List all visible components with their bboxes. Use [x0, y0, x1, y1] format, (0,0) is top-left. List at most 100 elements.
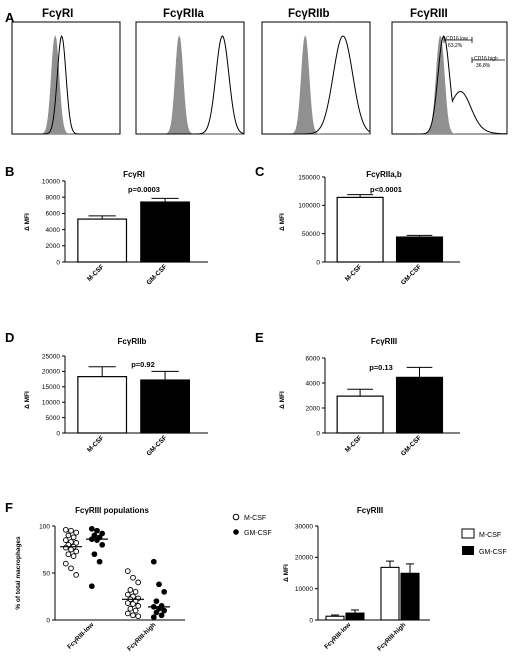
scatter-point-mcsf: [132, 607, 139, 614]
panel-letter-e: E: [255, 330, 264, 345]
ylabel-f2: Δ MFI: [283, 564, 290, 582]
gate-label-cd16-low: CD16 low: [446, 36, 468, 42]
scatter-point-gmcsf: [150, 614, 157, 621]
y-tick-label: 15000: [42, 384, 60, 391]
y-tick-label: 5000: [46, 415, 61, 422]
chart-title-f2: FcγRIII: [357, 506, 383, 515]
y-tick-label: 100: [39, 523, 50, 530]
legend-filled-circle-marker: [233, 529, 239, 535]
y-tick-label: 0: [316, 259, 320, 266]
pvalue-b: p=0.0003: [128, 185, 160, 194]
y-tick-label: 150000: [298, 174, 320, 181]
y-tick-label: 0: [56, 259, 60, 266]
y-tick-label: 20000: [42, 369, 60, 376]
legend-scatter: M-CSF GM-CSF: [232, 513, 272, 537]
y-tick-label: 100000: [298, 203, 320, 210]
category-label: FcγRIII-low: [66, 621, 96, 651]
scatter-point-mcsf: [62, 560, 69, 567]
category-label: FcγRIII-high: [376, 621, 407, 652]
y-tick-label: 0: [309, 617, 313, 624]
bar-m-csf: [336, 395, 384, 434]
bar-gm-csf: [140, 201, 191, 263]
scatter-point-mcsf: [124, 591, 131, 598]
stained-histogram: [392, 35, 508, 135]
scatter-point-mcsf: [68, 546, 74, 553]
scatter-point-mcsf: [62, 544, 69, 551]
bar-m-csf: [77, 376, 128, 434]
y-tick-label: 0: [46, 617, 50, 624]
ylabel-c: Δ MFI: [279, 213, 286, 231]
histogram-2: [135, 21, 245, 135]
bar-chart-D: 0 5000 10000 15000 20000 25000 M-CSF GM-CSF: [42, 353, 208, 458]
isotype-histogram: [392, 35, 507, 135]
y-tick-label: 4000: [46, 227, 61, 234]
scatter-point-gmcsf: [99, 530, 106, 537]
category-label: M-CSF: [344, 263, 364, 283]
scatter-point-mcsf: [132, 588, 139, 595]
scatter-point-mcsf: [135, 613, 142, 620]
hist-title-fcgriib: FcγRIIb: [288, 8, 330, 20]
y-tick-label: 8000: [46, 195, 61, 202]
hist-title-fcgriia: FcγRIIa: [163, 8, 205, 20]
scatter-point-mcsf: [73, 548, 80, 555]
hist-title-fcgri: FcγRI: [42, 8, 73, 20]
scatter-point-gmcsf: [91, 532, 98, 539]
legend-black-swatch: [462, 546, 474, 555]
histogram-4: [391, 21, 508, 135]
panel-letter-d: D: [5, 330, 14, 345]
scatter-point-mcsf: [130, 601, 136, 607]
scatter-point-gmcsf: [88, 525, 95, 532]
y-tick-label: 30000: [295, 523, 313, 530]
panel-letter-b: B: [5, 164, 14, 179]
chart-title-d: FcγRIIb: [118, 337, 147, 346]
scatter-point-gmcsf: [88, 583, 95, 590]
y-tick-label: 10000: [42, 178, 60, 185]
scatter-point-gmcsf: [94, 527, 100, 534]
y-tick-label: 6000: [306, 355, 321, 362]
y-tick-label: 10000: [295, 586, 313, 593]
scatter-point-gmcsf: [99, 541, 106, 548]
bar-gm-csf: [140, 379, 191, 434]
scatter-point-mcsf: [73, 572, 80, 578]
legend-label-gmcsf: GM-CSF: [244, 530, 272, 537]
chart-title-b: FcγRI: [123, 170, 145, 179]
scatter-point-mcsf: [73, 529, 80, 536]
hist-title-fcgriii: FcγRIII: [410, 8, 448, 20]
scatter-point-gmcsf: [153, 598, 160, 605]
scatter-point-mcsf: [127, 605, 134, 612]
pvalue-c: p<0.0001: [370, 185, 402, 194]
stained-histogram: [262, 35, 371, 135]
scatter-point-gmcsf: [150, 558, 157, 565]
histogram-3: [261, 21, 371, 135]
scatter-point-mcsf: [130, 574, 136, 581]
scatter-point-mcsf: [70, 553, 77, 559]
chart-title-e: FcγRIII: [371, 337, 397, 346]
y-tick-label: 10000: [42, 400, 60, 407]
scatter-point-mcsf: [124, 600, 131, 606]
category-label: GM-CSF: [400, 434, 423, 457]
gate-value-cd16-high: 36,8%: [476, 63, 491, 69]
stained-histogram: [12, 34, 120, 135]
isotype-histogram: [262, 35, 370, 135]
stained-histogram: [136, 35, 245, 135]
bar-mcsf: [325, 615, 345, 621]
ylabel-f1: % of total macrophages: [15, 536, 22, 610]
scatter-point-gmcsf: [91, 551, 98, 558]
category-label: FcγRIII-low: [323, 621, 353, 651]
histogram-panels: [11, 21, 508, 135]
gate-label-cd16-high: CD16 high: [474, 56, 498, 62]
category-label: GM-CSF: [145, 434, 168, 457]
isotype-histogram: [136, 35, 244, 135]
pvalue-d: p=0.92: [131, 360, 155, 369]
scatter-point-mcsf: [68, 565, 74, 572]
scatter-chart-panel: 0 50 100 FcγRIII-low FcγRIII-high: [39, 523, 185, 653]
legend-label-bar-gmcsf: GM-CSF: [479, 549, 507, 556]
legend-open-circle-marker: [232, 513, 240, 521]
chart-title-f1: FcγRIII populations: [75, 506, 149, 515]
y-tick-label: 4000: [306, 380, 321, 387]
scatter-point-mcsf: [68, 527, 74, 534]
y-tick-label: 0: [316, 430, 320, 437]
bar-m-csf: [77, 218, 128, 263]
ylabel-b: Δ MFI: [24, 213, 31, 231]
